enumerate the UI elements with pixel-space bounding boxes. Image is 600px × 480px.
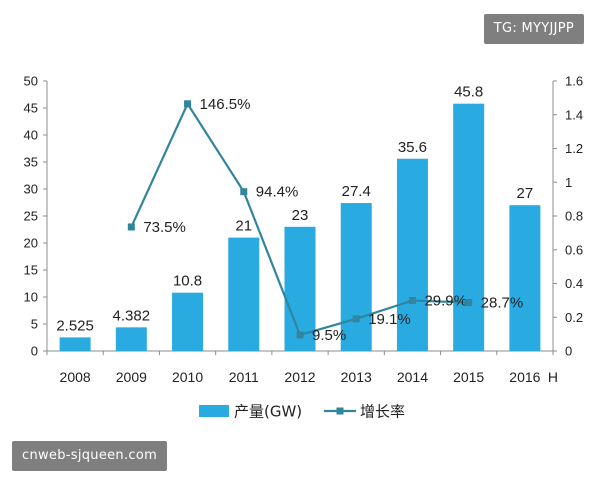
legend-swatch-marker xyxy=(336,407,344,415)
growth-rate-point xyxy=(465,299,473,307)
bar-data-label: 27 xyxy=(517,185,534,202)
bar-data-label: 4.382 xyxy=(113,307,151,324)
x-tick-label: 2009 xyxy=(116,369,147,385)
growth-rate-label: 94.4% xyxy=(256,184,299,201)
watermark-top: TG: MYYJJPP xyxy=(483,14,584,44)
x-tick-label: 2008 xyxy=(60,369,91,385)
growth-rate-point xyxy=(352,315,360,323)
bar xyxy=(396,158,428,351)
y-right-tick-label: 1.2 xyxy=(565,141,583,156)
y-right-tick-label: 1 xyxy=(565,175,572,190)
bar xyxy=(340,203,372,351)
y-right-tick-label: 1.4 xyxy=(565,107,583,122)
growth-rate-point xyxy=(296,331,304,339)
bar-data-label: 21 xyxy=(235,218,252,235)
x-tick-label: 2010 xyxy=(172,369,203,385)
y-left-tick-label: 20 xyxy=(24,236,38,251)
x-tick-label: 2011 xyxy=(229,369,259,385)
y-left-tick-label: 30 xyxy=(24,182,38,197)
growth-rate-point xyxy=(184,100,192,108)
growth-rate-point xyxy=(240,188,248,196)
growth-rate-label: 19.1% xyxy=(368,311,411,328)
bar xyxy=(59,337,91,351)
bar-data-label: 45.8 xyxy=(454,84,483,101)
y-left-tick-label: 50 xyxy=(24,74,38,89)
bar xyxy=(228,237,260,351)
growth-rate-point xyxy=(127,223,135,231)
y-left-tick-label: 5 xyxy=(31,317,38,332)
y-right-tick-label: 0.2 xyxy=(565,310,583,325)
x-tick-label: 2012 xyxy=(284,369,315,385)
y-right-tick-label: 0 xyxy=(565,344,572,359)
y-left-tick-label: 35 xyxy=(24,155,38,170)
growth-rate-point xyxy=(408,297,416,305)
legend-label-bar: 产量(GW) xyxy=(234,403,302,421)
x-tick-label: 2013 xyxy=(341,369,372,385)
bar-data-label: 23 xyxy=(292,207,309,224)
y-right-tick-label: 1.6 xyxy=(565,74,583,89)
y-right-tick-label: 0.6 xyxy=(565,242,583,257)
growth-rate-label: 28.7% xyxy=(481,295,524,312)
watermark-bottom: cnweb-sjqueen.com xyxy=(12,441,168,471)
y-left-tick-label: 40 xyxy=(24,128,38,143)
y-left-tick-label: 15 xyxy=(24,263,38,278)
legend-label-line: 增长率 xyxy=(360,403,405,421)
growth-rate-label: 29.9% xyxy=(424,293,467,310)
bar xyxy=(172,292,204,351)
bar xyxy=(284,226,316,351)
growth-rate-label: 146.5% xyxy=(200,96,251,113)
y-left-tick-label: 10 xyxy=(24,290,38,305)
x-tick-label: 2015 xyxy=(453,369,484,385)
bar xyxy=(453,103,485,352)
y-right-tick-label: 0.4 xyxy=(565,276,583,291)
y-left-tick-label: 0 xyxy=(31,344,38,359)
bar xyxy=(509,205,541,351)
x-tick-label: 2014 xyxy=(397,369,428,385)
bar-data-label: 2.525 xyxy=(56,317,94,334)
bar-data-label: 27.4 xyxy=(342,183,371,200)
bar-data-label: 10.8 xyxy=(173,273,202,290)
y-left-tick-label: 45 xyxy=(24,101,38,116)
growth-rate-label: 73.5% xyxy=(143,219,186,236)
bar-data-label: 35.6 xyxy=(398,139,427,156)
y-right-tick-label: 0.8 xyxy=(565,209,583,224)
x-tick-label: 2016 xyxy=(509,369,540,385)
y-left-tick-label: 25 xyxy=(24,209,38,224)
legend-swatch-bar xyxy=(199,405,229,417)
bar xyxy=(115,327,147,351)
x-axis-suffix: H xyxy=(548,369,558,385)
growth-rate-label: 9.5% xyxy=(312,327,346,344)
